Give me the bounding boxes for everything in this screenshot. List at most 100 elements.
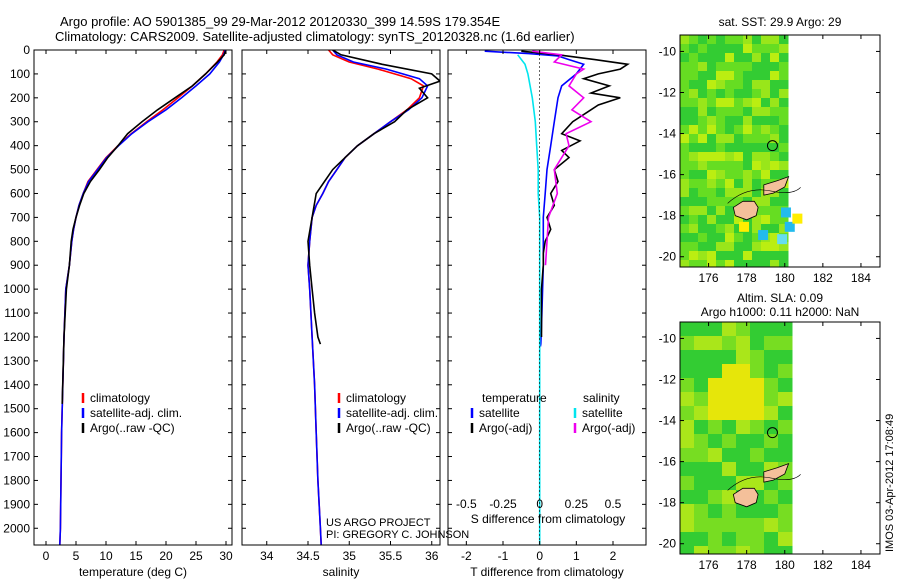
- map-cell: [734, 197, 744, 207]
- profile-panel-3: -2 -1 0 1 2 T difference from climatology -0.5…: [447, 49, 647, 579]
- map-cell: [680, 224, 690, 234]
- map-cell: [750, 518, 765, 533]
- map-cell: [680, 546, 695, 554]
- x-tick-label: 35: [343, 549, 357, 563]
- map-cell: [707, 206, 717, 216]
- map-cell: [722, 518, 737, 533]
- map-cell: [736, 322, 751, 337]
- y-tick-label: 0: [23, 43, 30, 57]
- series-line-3-4: [532, 50, 593, 266]
- map-cell: [734, 89, 744, 99]
- map-cell: [698, 107, 708, 117]
- map-cell: [734, 98, 744, 108]
- map-cell: [778, 448, 793, 463]
- map-cell: [694, 546, 709, 554]
- map-cell: [698, 143, 708, 153]
- map-cell: [689, 179, 699, 189]
- map-cell: [680, 215, 690, 225]
- map-cell: [761, 179, 771, 189]
- map-cell: [752, 116, 762, 126]
- map-cell: [680, 125, 690, 135]
- y-tick-label: -16: [659, 455, 677, 469]
- map-cell: [770, 152, 780, 162]
- map-cell: [778, 490, 793, 505]
- map-cell: [752, 134, 762, 144]
- series-line-2-1: [307, 50, 425, 545]
- map-cell: [680, 134, 690, 144]
- map-cell: [743, 161, 753, 171]
- map-cell: [736, 532, 751, 547]
- map-cell: [689, 44, 699, 54]
- map-cell: [722, 476, 737, 491]
- map-cell: [764, 322, 779, 337]
- map-cell: [779, 224, 789, 234]
- map-cell: [689, 215, 699, 225]
- map-cell: [725, 116, 735, 126]
- map-cell: [734, 71, 744, 81]
- map-cell: [725, 71, 735, 81]
- map-cell: [736, 406, 751, 421]
- map-cell: [707, 233, 717, 243]
- map-cell: [770, 134, 780, 144]
- map-cell: [770, 161, 780, 171]
- map-cell: [694, 322, 709, 337]
- map-cell: [750, 448, 765, 463]
- map-cell: [770, 89, 780, 99]
- map-cell: [680, 378, 695, 393]
- map-cell: [698, 170, 708, 180]
- map-cell: [680, 364, 695, 379]
- map-cell: [716, 143, 726, 153]
- map-cell: [752, 251, 762, 261]
- map-cell: [778, 532, 793, 547]
- map-cell: [734, 233, 744, 243]
- legend-heading: salinity: [583, 391, 620, 405]
- x-tick-label: 176: [699, 271, 719, 285]
- map-cell: [725, 143, 735, 153]
- map-cell: [680, 350, 695, 365]
- map-cell: [779, 53, 789, 63]
- map-cell: [708, 350, 723, 365]
- map-cell: [722, 546, 737, 554]
- map-cell: [770, 71, 780, 81]
- map-cell: [761, 44, 771, 54]
- map-cell: [716, 98, 726, 108]
- map-cell: [750, 546, 765, 554]
- map-cell: [708, 504, 723, 519]
- panel-frame: [447, 49, 647, 546]
- map-cell: [770, 125, 780, 135]
- map-cell: [778, 518, 793, 533]
- map-cell: [725, 134, 735, 144]
- map-cell: [761, 98, 771, 108]
- x-tick-label: 2: [610, 549, 617, 563]
- map-title: Altim. SLA: 0.09: [737, 291, 823, 305]
- map-cell: [708, 518, 723, 533]
- map-cell: [725, 224, 735, 234]
- s-tick-label: -0.25: [489, 497, 517, 511]
- map-cell: [680, 504, 695, 519]
- map-cell: [689, 206, 699, 216]
- map-cell: [743, 260, 753, 267]
- map-cell: [716, 161, 726, 171]
- map-cell: [680, 532, 695, 547]
- map-cell: [752, 35, 762, 45]
- x-tick-label: 180: [775, 271, 795, 285]
- map-cell: [734, 35, 744, 45]
- x-tick-label: 184: [851, 271, 871, 285]
- map-cell: [722, 350, 737, 365]
- map-cell: [761, 152, 771, 162]
- map-cell: [716, 206, 726, 216]
- map-cell: [689, 134, 699, 144]
- x-axis-label: temperature (deg C): [79, 565, 187, 579]
- map-cell: [752, 98, 762, 108]
- map-cell: [722, 420, 737, 435]
- bathymetry-contour: [727, 187, 801, 204]
- map-cell: [680, 242, 690, 252]
- map-cell: [722, 434, 737, 449]
- legend-label: satellite-adj. clim.: [90, 406, 182, 420]
- map-cell: [761, 242, 771, 252]
- x-axis-label: T difference from climatology: [470, 565, 624, 579]
- x-tick-label: 176: [699, 558, 719, 572]
- map-cell: [778, 364, 793, 379]
- legend-label: satellite: [582, 406, 623, 420]
- argo-location-marker: [766, 427, 778, 439]
